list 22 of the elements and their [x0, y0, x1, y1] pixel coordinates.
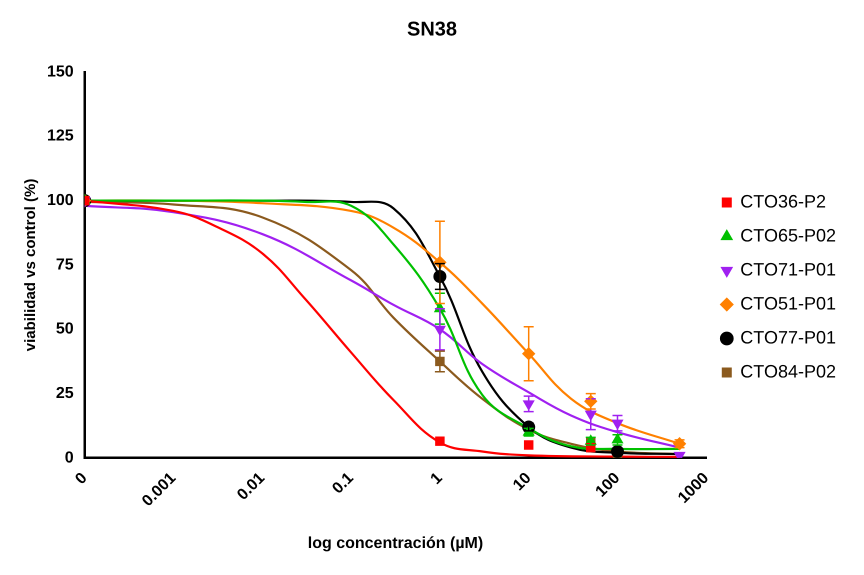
y-tick-label: 0 — [64, 449, 74, 466]
x-tick-label: 0.01 — [234, 470, 268, 504]
x-tick-label: 100 — [592, 470, 624, 501]
y-tick-label: 50 — [56, 320, 74, 338]
y-axis-title: viabilidad vs control (%) — [22, 178, 40, 352]
legend-label: CTO84-P02 — [740, 361, 836, 382]
y-tick-label: 25 — [56, 385, 74, 402]
legend-label: CTO77-P01 — [740, 327, 836, 348]
y-tick-label: 125 — [46, 128, 74, 145]
x-tick-label: 0 — [72, 470, 91, 488]
chart-title: SN38 — [406, 18, 458, 41]
y-tick-label: 150 — [46, 63, 74, 80]
x-tick-label: 1 — [428, 470, 446, 488]
y-tick-label: 100 — [46, 192, 74, 210]
y-tick-label: 75 — [56, 256, 74, 274]
legend-label: CTO36-P2 — [740, 191, 826, 212]
legend-label: CTO71-P01 — [740, 259, 836, 280]
x-tick-label: 0.1 — [329, 470, 358, 498]
legend-label: CTO65-P02 — [740, 225, 836, 246]
x-axis-title: log concentración (µM) — [308, 534, 484, 552]
legend-label: CTO51-P01 — [740, 293, 836, 314]
x-tick-label: 10 — [510, 470, 535, 494]
